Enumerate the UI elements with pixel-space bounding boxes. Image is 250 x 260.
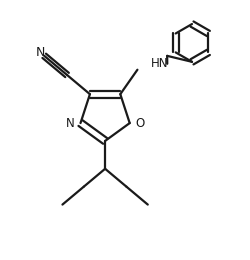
Text: HN: HN — [151, 57, 169, 70]
Text: N: N — [66, 116, 75, 129]
Text: O: O — [135, 116, 144, 129]
Text: N: N — [36, 46, 45, 59]
